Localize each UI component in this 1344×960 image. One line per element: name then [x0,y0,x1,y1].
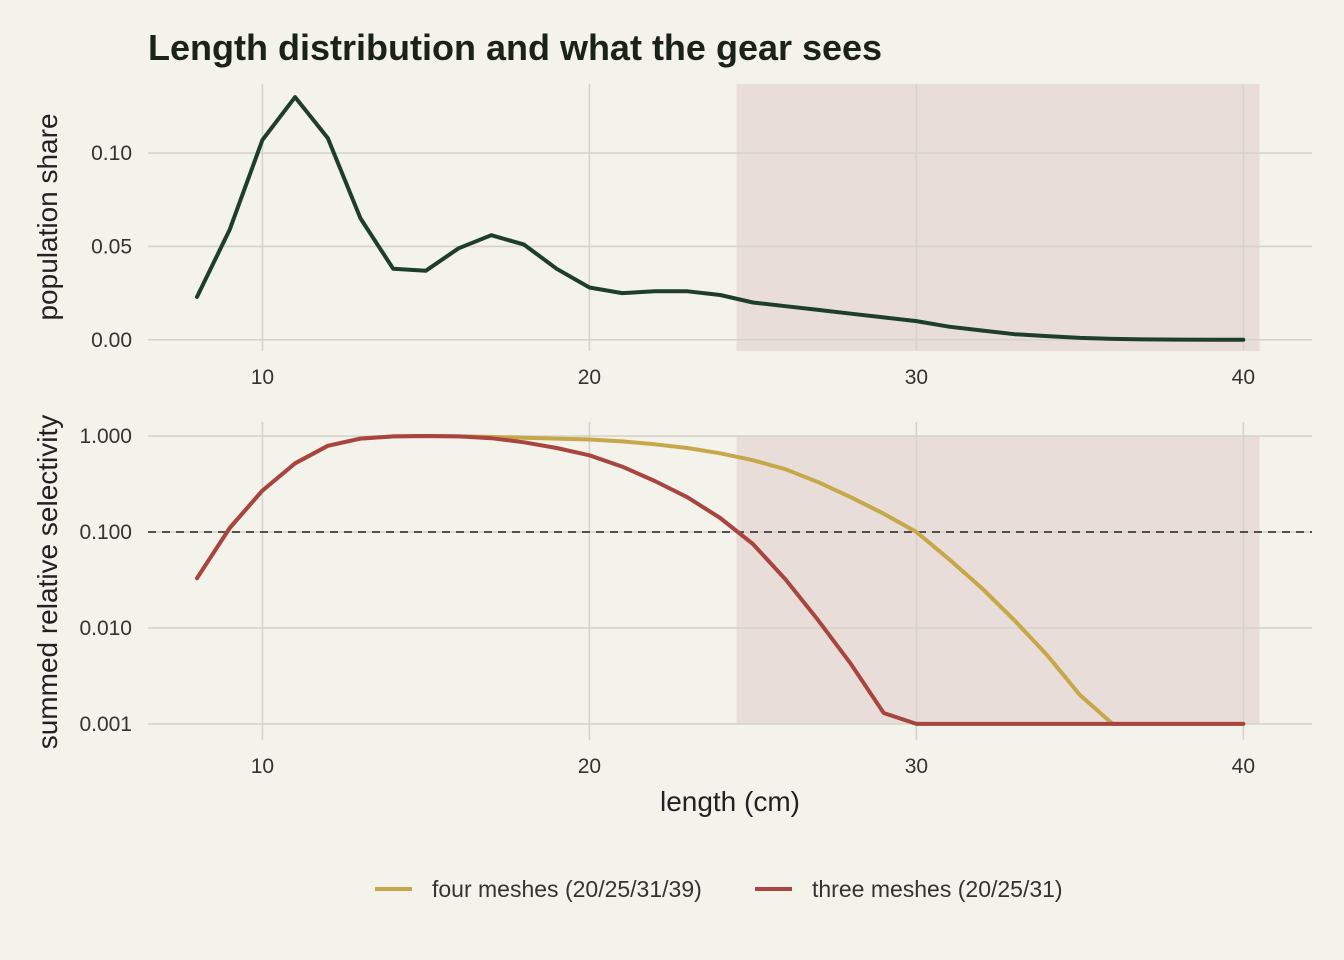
x-tick-label: 40 [1232,755,1255,778]
highlight-band-rect [736,84,1260,351]
top-x-tick-labels: 10 20 30 40 [251,366,1255,389]
y-tick-label: 0.00 [91,329,132,352]
bottom-y-tick-labels: 0.001 0.010 0.100 1.000 [79,425,132,736]
chart-title: Length distribution and what the gear se… [148,27,882,68]
legend: four meshes (20/25/31/39) three meshes (2… [375,876,1063,902]
series-line-1-1 [195,434,1246,726]
bottom-x-tick-labels: 10 20 30 40 [251,755,1255,778]
bottom-panel: 0.001 0.010 0.100 1.000 10 20 30 40 summed rel… [32,415,1312,778]
y-tick-label: 0.10 [91,142,132,165]
y-tick-label: 0.001 [79,713,132,736]
bottom-y-axis-label: summed relative selectivity [32,415,63,750]
bottom-series-lines [195,434,1246,726]
x-tick-label: 20 [578,366,601,389]
x-tick-label: 30 [905,755,928,778]
x-axis-label: length (cm) [660,786,800,817]
x-tick-label: 10 [251,755,274,778]
legend-label: three meshes (20/25/31) [812,876,1063,902]
x-tick-label: 20 [578,755,601,778]
top-highlight-band [736,84,1260,351]
x-tick-label: 10 [251,366,274,389]
series-line-0-0 [195,95,1246,342]
y-tick-label: 0.05 [91,235,132,258]
top-y-axis-label: population share [32,113,63,320]
top-panel: 0.00 0.05 0.10 10 20 30 40 population share [32,84,1312,389]
y-tick-label: 1.000 [79,425,132,448]
y-tick-label: 0.010 [79,617,132,640]
legend-label: four meshes (20/25/31/39) [432,876,702,902]
x-tick-label: 40 [1232,366,1255,389]
top-series-lines [195,95,1246,342]
y-tick-label: 0.100 [79,521,132,544]
top-y-tick-labels: 0.00 0.05 0.10 [91,142,132,352]
x-tick-label: 30 [905,366,928,389]
